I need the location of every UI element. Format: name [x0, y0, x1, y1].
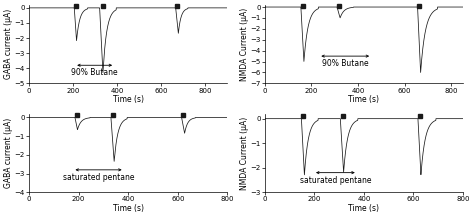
Y-axis label: GABA current (μA): GABA current (μA) [4, 118, 13, 188]
X-axis label: Time (s): Time (s) [113, 204, 144, 213]
Text: saturated pentane: saturated pentane [300, 176, 371, 185]
X-axis label: Time (s): Time (s) [348, 95, 379, 104]
Y-axis label: GABA current (μA): GABA current (μA) [4, 9, 13, 79]
Text: 90% Butane: 90% Butane [322, 59, 369, 68]
Text: saturated pentane: saturated pentane [63, 173, 134, 182]
X-axis label: Time (s): Time (s) [113, 95, 144, 104]
Y-axis label: NMDA Current (μA): NMDA Current (μA) [240, 8, 249, 81]
Y-axis label: NMDA Current (μA): NMDA Current (μA) [240, 116, 249, 190]
Text: 90% Butane: 90% Butane [72, 68, 118, 77]
X-axis label: Time (s): Time (s) [348, 204, 379, 213]
